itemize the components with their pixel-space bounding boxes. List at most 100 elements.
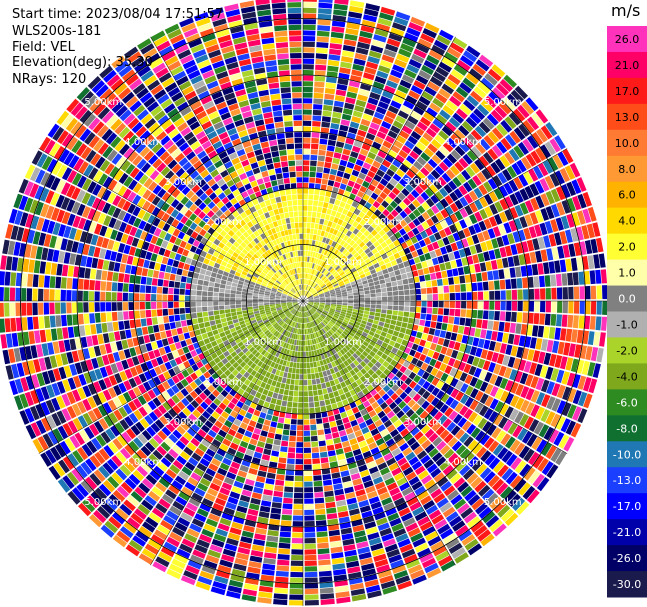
gate-cell [407, 115, 419, 125]
gate-cell [284, 486, 294, 493]
gate-cell [380, 313, 387, 318]
gate-cell [388, 32, 403, 42]
gate-cell [408, 380, 417, 389]
gate-cell [531, 264, 539, 276]
gate-cell [556, 384, 566, 399]
gate-cell [312, 109, 322, 116]
gate-cell [5, 256, 13, 271]
gate-cell [385, 282, 392, 288]
gate-cell [365, 61, 379, 70]
gate-cell [304, 279, 307, 285]
gate-cell [450, 69, 464, 81]
gate-cell [491, 352, 499, 363]
gate-cell [408, 277, 414, 284]
gate-cell [337, 319, 343, 324]
gate-cell [325, 238, 330, 245]
gate-cell [325, 501, 336, 509]
gate-cell [550, 274, 557, 287]
gate-cell [426, 54, 440, 66]
gate-cell [329, 276, 335, 281]
gate-cell [353, 295, 359, 298]
gate-cell [476, 272, 483, 282]
gate-cell [498, 101, 512, 115]
gate-cell [517, 141, 529, 155]
gate-cell [305, 279, 308, 285]
gate-cell [442, 254, 450, 263]
gate-cell [308, 302, 314, 305]
gate-cell [467, 456, 479, 468]
gate-cell [106, 271, 114, 281]
gate-cell [147, 269, 154, 278]
gate-cell [329, 289, 335, 293]
gate-cell [304, 459, 312, 465]
gate-cell [475, 59, 490, 72]
gate-cell [220, 317, 227, 323]
gate-cell [395, 154, 405, 164]
gate-cell [435, 222, 443, 231]
gate-cell [516, 159, 527, 173]
gate-cell [405, 239, 413, 247]
gate-cell [247, 301, 253, 304]
gate-cell [304, 267, 307, 273]
gate-cell [436, 34, 451, 46]
gate-cell [370, 229, 378, 237]
gate-cell [506, 453, 518, 467]
gate-cell [322, 312, 327, 316]
gate-cell [401, 145, 412, 155]
gate-cell [356, 340, 362, 347]
gate-cell [339, 246, 345, 253]
gate-cell [434, 264, 441, 272]
gate-cell [393, 296, 399, 301]
gate-cell [202, 306, 208, 312]
gate-cell [444, 365, 453, 375]
gate-cell [339, 271, 345, 277]
gate-cell [485, 165, 496, 177]
gate-cell [371, 116, 383, 125]
gate-cell [312, 291, 317, 295]
gate-cell [540, 249, 548, 262]
gate-cell [346, 312, 352, 317]
gate-cell [535, 195, 545, 209]
gate-cell [375, 369, 383, 376]
gate-cell [387, 296, 393, 301]
gate-cell [408, 203, 417, 212]
gate-cell [308, 302, 314, 305]
gate-cell [589, 316, 596, 330]
gate-cell [305, 346, 309, 352]
gate-cell [359, 234, 367, 241]
gate-cell [449, 301, 455, 308]
gate-cell [328, 285, 334, 290]
gate-cell [543, 326, 550, 339]
gate-cell [329, 197, 336, 205]
gate-cell [193, 324, 200, 331]
gate-cell [435, 271, 442, 279]
gate-cell [491, 331, 498, 341]
gate-cell [318, 8, 332, 15]
gate-cell [265, 414, 273, 421]
gate-cell [375, 308, 382, 313]
gate-cell [322, 388, 328, 395]
gate-cell [514, 204, 524, 217]
gate-cell [319, 297, 325, 300]
gate-cell [10, 317, 17, 332]
gate-cell [392, 406, 401, 415]
gate-cell [324, 399, 331, 406]
gate-cell [452, 232, 461, 242]
gate-cell [429, 102, 441, 113]
gate-cell [438, 229, 447, 239]
gate-cell [506, 165, 517, 179]
gate-cell [383, 49, 397, 58]
gate-cell [303, 374, 308, 380]
gate-cell [32, 302, 38, 316]
gate-cell [349, 205, 356, 213]
gate-cell [525, 374, 534, 387]
gate-cell [306, 239, 310, 245]
gate-cell [374, 312, 381, 317]
gate-cell [337, 206, 344, 213]
gate-cell [298, 385, 303, 391]
gate-cell [312, 121, 321, 127]
gate-cell [339, 285, 346, 289]
gate-cell [375, 266, 382, 273]
gate-cell [504, 322, 511, 333]
gate-cell [367, 251, 374, 258]
